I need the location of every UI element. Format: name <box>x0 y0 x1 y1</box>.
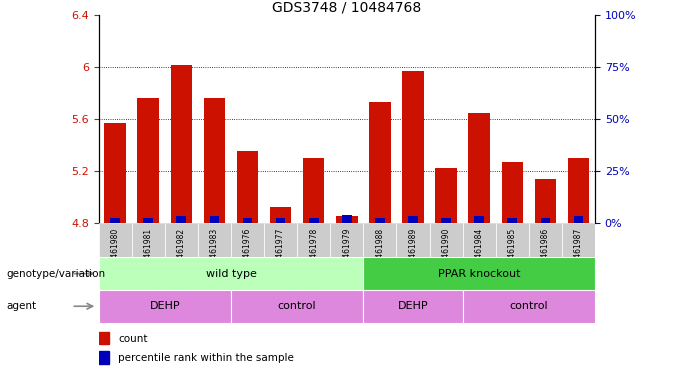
Bar <box>143 218 153 223</box>
Bar <box>475 216 484 223</box>
Text: percentile rank within the sample: percentile rank within the sample <box>118 353 294 363</box>
Text: control: control <box>278 301 316 311</box>
Bar <box>529 223 562 257</box>
Bar <box>568 158 589 223</box>
Bar <box>435 168 457 223</box>
Text: GSM461985: GSM461985 <box>508 228 517 274</box>
Bar <box>99 290 231 323</box>
Text: GSM461984: GSM461984 <box>475 228 483 274</box>
Bar <box>534 179 556 223</box>
Bar <box>336 216 358 223</box>
Bar <box>303 158 324 223</box>
Bar <box>363 257 595 290</box>
Bar <box>297 223 330 257</box>
Bar <box>562 223 595 257</box>
Bar <box>469 113 490 223</box>
Bar <box>330 223 363 257</box>
Bar <box>441 218 451 223</box>
Text: wild type: wild type <box>205 268 256 279</box>
Text: GSM461979: GSM461979 <box>342 228 352 274</box>
Text: control: control <box>509 301 548 311</box>
Bar <box>574 216 583 223</box>
Bar <box>110 218 120 223</box>
Bar <box>99 351 109 364</box>
Text: agent: agent <box>7 301 37 311</box>
Bar <box>209 216 219 223</box>
Text: GSM461988: GSM461988 <box>375 228 384 274</box>
Bar <box>363 290 462 323</box>
Text: GSM461989: GSM461989 <box>409 228 418 274</box>
Bar <box>363 223 396 257</box>
Bar <box>496 223 529 257</box>
Bar <box>369 102 390 223</box>
Bar <box>502 162 523 223</box>
Bar <box>204 98 225 223</box>
Text: DEHP: DEHP <box>398 301 428 311</box>
Bar <box>309 218 318 223</box>
Text: DEHP: DEHP <box>150 301 180 311</box>
Bar <box>375 218 385 223</box>
Bar <box>198 223 231 257</box>
Bar <box>237 151 258 223</box>
Bar <box>396 223 430 257</box>
Text: GSM461986: GSM461986 <box>541 228 550 274</box>
Bar <box>99 257 363 290</box>
Bar <box>99 332 109 344</box>
Bar <box>231 290 363 323</box>
Text: GSM461976: GSM461976 <box>243 228 252 274</box>
Bar <box>507 218 517 223</box>
Bar <box>231 223 264 257</box>
Bar <box>342 215 352 223</box>
Bar <box>99 223 132 257</box>
Bar <box>105 123 126 223</box>
Bar <box>430 223 462 257</box>
Text: GSM461981: GSM461981 <box>143 228 153 274</box>
Bar <box>177 216 186 223</box>
Bar <box>171 65 192 223</box>
Bar <box>165 223 198 257</box>
Text: GSM461980: GSM461980 <box>111 228 120 274</box>
Text: GSM461982: GSM461982 <box>177 228 186 274</box>
Bar <box>408 216 418 223</box>
Bar <box>462 290 595 323</box>
Bar <box>137 98 159 223</box>
Text: GSM461990: GSM461990 <box>441 228 451 274</box>
Bar <box>403 71 424 223</box>
Text: count: count <box>118 334 148 344</box>
Bar <box>276 218 286 223</box>
Text: GSM461978: GSM461978 <box>309 228 318 274</box>
Text: genotype/variation: genotype/variation <box>7 268 106 279</box>
Title: GDS3748 / 10484768: GDS3748 / 10484768 <box>272 0 422 14</box>
Bar <box>132 223 165 257</box>
Bar <box>462 223 496 257</box>
Bar <box>264 223 297 257</box>
Bar <box>541 218 550 223</box>
Bar <box>243 218 252 223</box>
Bar <box>270 207 291 223</box>
Text: GSM461987: GSM461987 <box>574 228 583 274</box>
Text: PPAR knockout: PPAR knockout <box>438 268 520 279</box>
Text: GSM461977: GSM461977 <box>276 228 285 274</box>
Text: GSM461983: GSM461983 <box>210 228 219 274</box>
